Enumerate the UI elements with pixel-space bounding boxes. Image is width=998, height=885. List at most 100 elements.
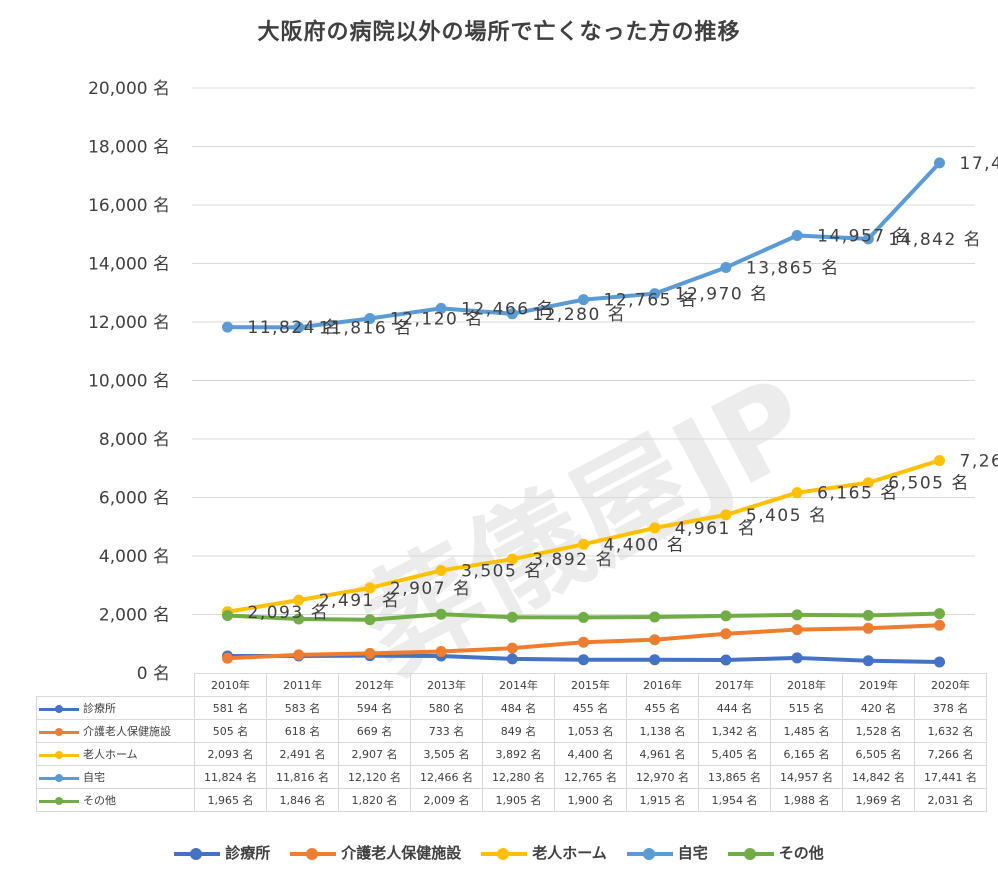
table-cell: 14,957 名: [770, 765, 843, 789]
table-cell: 2,031 名: [914, 788, 987, 812]
y-tick-label: 20,000 名: [88, 79, 170, 99]
data-point: [791, 652, 803, 664]
legend-key-icon: [626, 847, 673, 860]
data-label: 4,400 名: [604, 535, 686, 555]
table-row: 介護老人保健施設 505 名 618 名 669 名 733 名 849 名 1,053 名…: [36, 719, 987, 743]
table-header-row: 2010年 2011年 2012年 2013年 2014年 2015年 2016年 2017年…: [36, 673, 987, 697]
y-tick-label: 10,000 名: [88, 372, 170, 392]
table-cell: 12,970 名: [626, 765, 699, 789]
data-point: [862, 477, 874, 489]
table-cell: 618 名: [266, 719, 339, 743]
table-year-header: 2013年: [410, 673, 483, 697]
table-cell: 1,846 名: [266, 788, 339, 812]
data-point: [649, 611, 661, 623]
table-cell: 1,915 名: [626, 788, 699, 812]
table-cell: 6,505 名: [842, 742, 915, 766]
table-row: 老人ホーム 2,093 名 2,491 名 2,907 名 3,505 名 3,892 名…: [36, 742, 987, 766]
data-label: 13,865 名: [746, 258, 840, 278]
table-cell: 455 名: [626, 696, 699, 720]
series-key-icon: [39, 773, 79, 783]
data-label: 14,842 名: [888, 230, 982, 250]
y-tick-label: 16,000 名: [88, 196, 170, 216]
legend-key-icon: [290, 847, 337, 860]
legend: 診療所 介護老人保健施設 老人ホーム 自宅 その他: [0, 842, 998, 863]
data-label: 2,907 名: [390, 579, 472, 599]
table-cell: 1,965 名: [194, 788, 267, 812]
legend-label: 老人ホーム: [532, 844, 607, 862]
series-key-icon: [39, 727, 79, 737]
data-point: [649, 654, 661, 666]
data-point: [934, 656, 945, 668]
legend-label: 介護老人保健施設: [341, 844, 462, 862]
data-point: [720, 654, 732, 666]
data-label: 17,441 名: [960, 154, 998, 174]
data-point: [293, 649, 305, 661]
data-point: [934, 619, 945, 631]
data-point: [649, 522, 661, 534]
table-year-header: 2016年: [626, 673, 699, 697]
legend-label: 自宅: [677, 844, 708, 862]
data-point: [720, 509, 732, 521]
table-year-header: 2012年: [338, 673, 411, 697]
table-cell: 14,842 名: [842, 765, 915, 789]
gridlines: [192, 87, 975, 615]
series-key-icon: [39, 750, 79, 760]
data-point: [578, 538, 589, 550]
data-label: 6,165 名: [817, 484, 899, 504]
table-year-header: 2020年: [914, 673, 987, 697]
table-cell: 12,280 名: [482, 765, 555, 789]
data-point: [578, 636, 589, 648]
table-cell: 1,905 名: [482, 788, 555, 812]
table-cell: 11,824 名: [194, 765, 267, 789]
data-point: [720, 610, 732, 622]
data-label: 12,120 名: [390, 309, 484, 329]
data-point: [293, 613, 305, 625]
data-point: [649, 634, 661, 646]
series-key-icon: [39, 704, 79, 714]
data-point: [293, 321, 305, 333]
data-point: [791, 487, 803, 499]
table-cell: 17,441 名: [914, 765, 987, 789]
legend-label: その他: [778, 844, 824, 862]
data-point: [506, 653, 518, 665]
legend-item: 介護老人保健施設: [290, 842, 461, 863]
table-cell: 583 名: [266, 696, 339, 720]
table-cell: 2,907 名: [338, 742, 411, 766]
data-point: [435, 564, 447, 576]
data-label: 6,505 名: [888, 474, 970, 494]
table-cell: 444 名: [698, 696, 771, 720]
table-cell: 7,266 名: [914, 742, 987, 766]
data-label: 12,970 名: [675, 285, 769, 305]
table-cell: 484 名: [482, 696, 555, 720]
data-label: 5,405 名: [746, 506, 828, 526]
table-cell: 4,961 名: [626, 742, 699, 766]
table-cell: 13,865 名: [698, 765, 771, 789]
chart-title: 大阪府の病院以外の場所で亡くなった方の推移: [257, 20, 741, 45]
data-point: [578, 654, 589, 666]
data-labels: 2,093 名2,491 名2,907 名3,505 名3,892 名4,400…: [248, 154, 998, 623]
table-series-name: 老人ホーム: [36, 742, 195, 766]
table-cell: 505 名: [194, 719, 267, 743]
table-series-name: 介護老人保健施設: [36, 719, 195, 743]
series-name: 老人ホーム: [83, 748, 138, 761]
data-point: [364, 614, 376, 626]
table-cell: 669 名: [338, 719, 411, 743]
legend-item: 診療所: [174, 842, 270, 863]
table-year-header: 2014年: [482, 673, 555, 697]
data-point: [222, 321, 233, 333]
data-label: 14,957 名: [817, 227, 911, 247]
table-cell: 2,009 名: [410, 788, 483, 812]
legend-key-icon: [174, 847, 221, 860]
table-row: 自宅 11,824 名 11,816 名 12,120 名 12,466 名 12,280…: [36, 765, 987, 789]
y-tick-label: 18,000 名: [88, 138, 170, 158]
data-point: [506, 308, 518, 320]
table-corner: [36, 673, 195, 697]
data-point: [791, 230, 803, 242]
table-year-header: 2011年: [266, 673, 339, 697]
table-cell: 11,816 名: [266, 765, 339, 789]
table-cell: 1,342 名: [698, 719, 771, 743]
data-point: [649, 288, 661, 300]
y-tick-label: 12,000 名: [88, 313, 170, 333]
data-point: [862, 655, 874, 667]
table-cell: 515 名: [770, 696, 843, 720]
